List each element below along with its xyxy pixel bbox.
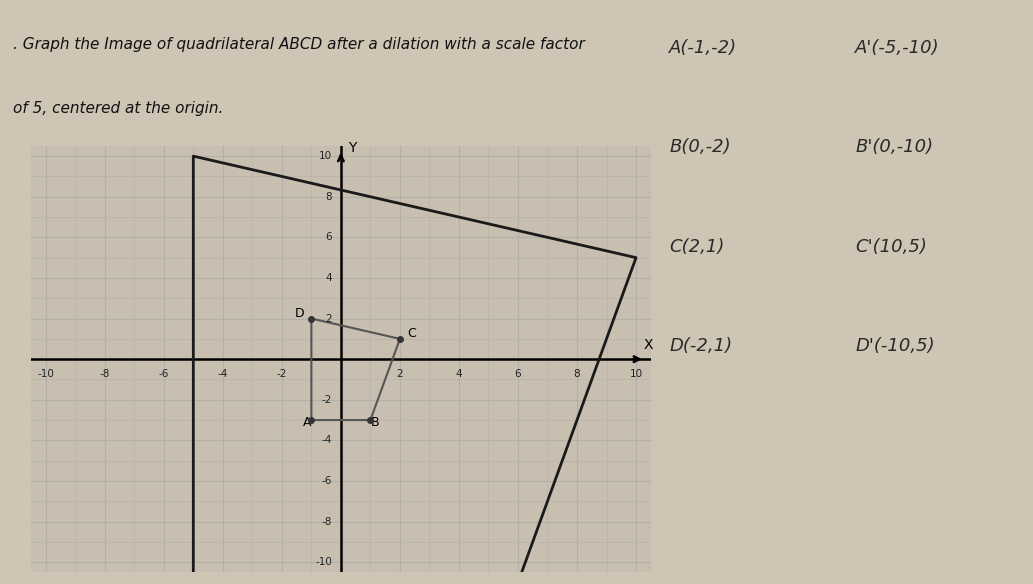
Text: B(0,-2): B(0,-2)	[669, 138, 731, 157]
Text: -2: -2	[277, 369, 287, 380]
Text: -4: -4	[321, 435, 332, 446]
Text: . Graph the Image of quadrilateral ABCD after a dilation with a scale factor: . Graph the Image of quadrilateral ABCD …	[13, 37, 585, 52]
Text: -4: -4	[218, 369, 228, 380]
Text: -2: -2	[321, 395, 332, 405]
Text: -10: -10	[315, 557, 332, 567]
Text: 2: 2	[325, 314, 332, 324]
Text: A(-1,-2): A(-1,-2)	[669, 39, 738, 57]
Text: -8: -8	[99, 369, 109, 380]
Text: X: X	[644, 338, 653, 352]
Text: -8: -8	[321, 517, 332, 527]
Text: 8: 8	[573, 369, 581, 380]
Text: D'(-10,5): D'(-10,5)	[855, 337, 935, 355]
Text: 10: 10	[629, 369, 643, 380]
Text: B'(0,-10): B'(0,-10)	[855, 138, 934, 157]
Text: 6: 6	[325, 232, 332, 242]
Text: A: A	[303, 416, 311, 429]
Text: D(-2,1): D(-2,1)	[669, 337, 732, 355]
Text: -10: -10	[37, 369, 54, 380]
Text: C(2,1): C(2,1)	[669, 238, 725, 256]
Text: 8: 8	[325, 192, 332, 201]
Text: D: D	[294, 307, 304, 319]
Text: 2: 2	[397, 369, 403, 380]
Text: 4: 4	[325, 273, 332, 283]
Text: -6: -6	[159, 369, 169, 380]
Text: C: C	[407, 327, 416, 340]
Text: 10: 10	[319, 151, 332, 161]
Text: Y: Y	[348, 141, 356, 155]
Text: A'(-5,-10): A'(-5,-10)	[855, 39, 940, 57]
Text: C'(10,5): C'(10,5)	[855, 238, 928, 256]
Text: B: B	[371, 416, 379, 429]
Text: 6: 6	[514, 369, 522, 380]
Text: -6: -6	[321, 476, 332, 486]
Text: of 5, centered at the origin.: of 5, centered at the origin.	[13, 101, 224, 116]
Text: 4: 4	[456, 369, 462, 380]
